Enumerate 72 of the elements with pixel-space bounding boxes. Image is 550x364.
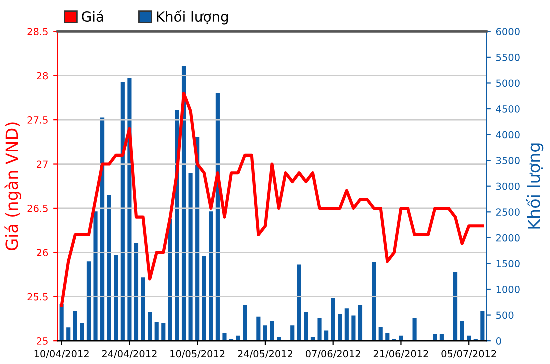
bar bbox=[162, 324, 166, 342]
y-tick-label: 25.5 bbox=[28, 293, 48, 301]
bar bbox=[94, 212, 98, 342]
bar bbox=[399, 336, 404, 342]
bar bbox=[100, 118, 105, 342]
bar bbox=[331, 298, 336, 342]
y2-tick-label: 1500 bbox=[496, 260, 520, 268]
y-tick-label: 25 bbox=[37, 338, 48, 345]
x-tick-label: 24/05/2012 bbox=[238, 350, 293, 358]
x-tick-label: 07/06/2012 bbox=[306, 350, 360, 358]
y-axis-title: Giá (ngàn VND) bbox=[4, 122, 22, 250]
y2-axis-title: Khối lượng bbox=[526, 144, 544, 229]
bar bbox=[270, 320, 274, 342]
bar bbox=[412, 318, 417, 342]
bar bbox=[141, 278, 146, 342]
bar bbox=[372, 262, 376, 342]
bar bbox=[358, 305, 363, 342]
bar bbox=[324, 330, 329, 342]
y-tick-label: 28 bbox=[37, 72, 48, 80]
bar bbox=[86, 262, 92, 342]
bar bbox=[134, 243, 139, 342]
y2-tick-label: 4500 bbox=[496, 105, 520, 113]
x-tick-label: 21/06/2012 bbox=[374, 350, 428, 358]
bar bbox=[80, 324, 84, 342]
bar bbox=[256, 316, 261, 342]
bar bbox=[338, 314, 342, 342]
bar bbox=[114, 255, 118, 342]
y2-tick-label: 500 bbox=[496, 312, 514, 320]
legend-label: Khối lượng bbox=[157, 10, 228, 25]
y-tick-label: 28.5 bbox=[28, 28, 48, 36]
bar bbox=[263, 326, 268, 342]
x-tick-label: 10/04/2012 bbox=[34, 350, 89, 358]
y-tick-label: 27 bbox=[37, 160, 48, 168]
bar bbox=[73, 311, 78, 342]
bar bbox=[297, 264, 302, 342]
y2-tick-label: 2000 bbox=[496, 234, 520, 242]
bar bbox=[168, 218, 172, 342]
bar bbox=[148, 312, 152, 342]
legend-label: Giá bbox=[82, 10, 104, 22]
bar bbox=[304, 312, 308, 342]
bar bbox=[344, 308, 349, 342]
bar bbox=[188, 173, 193, 342]
y2-tick-label: 0 bbox=[496, 338, 502, 345]
bar bbox=[352, 316, 356, 342]
y2-tick-label: 4000 bbox=[496, 131, 520, 139]
bar bbox=[378, 327, 383, 342]
y2-tick-label: 5500 bbox=[496, 54, 520, 62]
y-tick-label: 26.5 bbox=[28, 204, 48, 212]
y2-tick-label: 3000 bbox=[496, 182, 520, 190]
y2-tick-label: 2500 bbox=[496, 208, 520, 216]
y2-tick-label: 5000 bbox=[496, 80, 520, 88]
bar bbox=[290, 326, 295, 342]
y2-tick-label: 6000 bbox=[496, 28, 520, 36]
y2-tick-label: 1000 bbox=[496, 286, 520, 294]
bar bbox=[318, 318, 322, 342]
bar bbox=[66, 328, 71, 342]
bar bbox=[453, 272, 458, 342]
x-tick-label: 10/05/2012 bbox=[170, 350, 225, 358]
bar bbox=[209, 212, 214, 342]
bar bbox=[120, 82, 125, 342]
y2-tick-label: 3500 bbox=[496, 157, 520, 164]
y-tick-label: 27.5 bbox=[28, 116, 48, 124]
bar bbox=[460, 321, 464, 342]
bar bbox=[154, 322, 159, 342]
y-tick-label: 26 bbox=[37, 249, 48, 256]
x-tick-label: 24/04/2012 bbox=[102, 350, 157, 358]
bar bbox=[222, 333, 227, 342]
bar bbox=[107, 195, 112, 342]
bar bbox=[202, 256, 206, 342]
x-tick-label: 05/07/2012 bbox=[442, 350, 496, 358]
bar bbox=[243, 305, 248, 342]
bar bbox=[60, 304, 64, 342]
